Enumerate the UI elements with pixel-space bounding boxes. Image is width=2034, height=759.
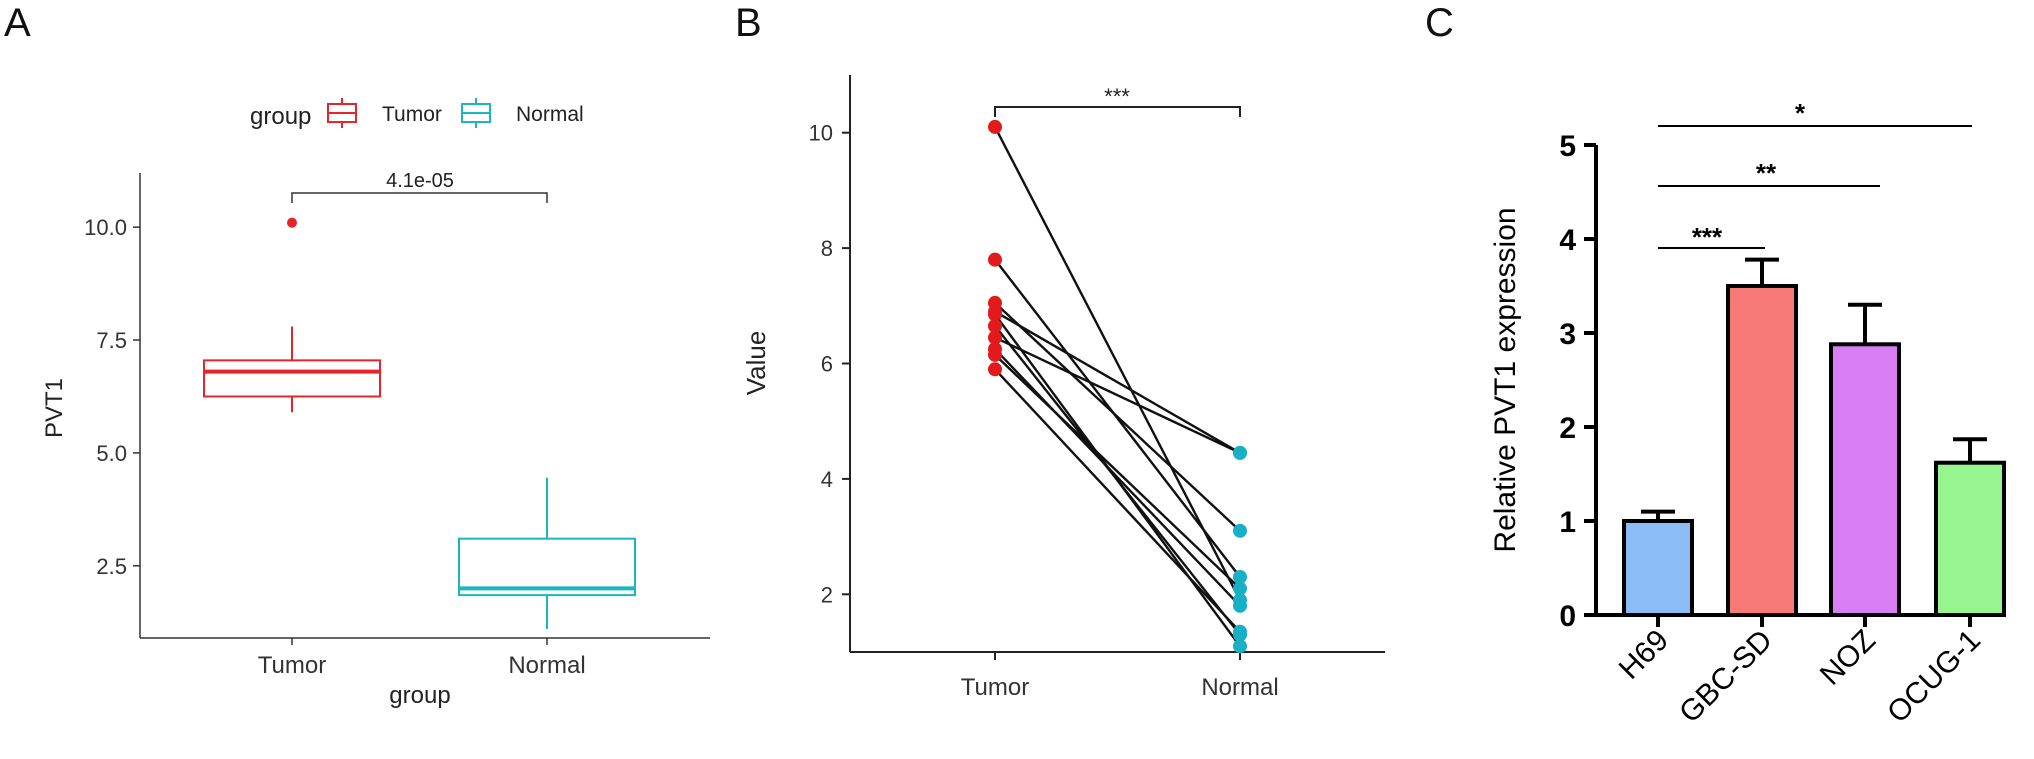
panel-a-x-tick-label: Tumor bbox=[258, 652, 326, 679]
panel-b-y-tick-label: 2 bbox=[821, 582, 833, 607]
panel-c-x-tick-label: NOZ bbox=[1814, 624, 1882, 692]
panel-a-y-ticks: 2.5 5.0 7.5 10.0 bbox=[84, 215, 140, 579]
panel-b-x-ticks: Tumor Normal bbox=[961, 652, 1279, 701]
legend-label-tumor: Tumor bbox=[382, 103, 442, 126]
tumor-point bbox=[988, 347, 1002, 362]
panel-c-y-tick-label: 0 bbox=[1559, 600, 1576, 633]
panel-b-y-label: Value bbox=[741, 331, 771, 396]
panel-b-y-tick-label: 6 bbox=[821, 352, 833, 377]
tumor-point bbox=[988, 330, 1002, 345]
pair-line bbox=[994, 353, 1241, 590]
panel-c-sig-ocug: * bbox=[1795, 98, 1806, 128]
normal-point bbox=[1233, 445, 1247, 460]
panel-b-y-ticks: 2 4 6 8 10 bbox=[809, 121, 850, 607]
panel-a-significance-bracket bbox=[291, 192, 548, 203]
panel-c-y-label: Relative PVT1 expression bbox=[1489, 207, 1522, 552]
tumor-point bbox=[988, 362, 1002, 377]
panel-b-x-tick-label: Normal bbox=[1201, 674, 1278, 701]
panel-c-x-tick-label: OCUG-1 bbox=[1881, 624, 1987, 730]
normal-point bbox=[1233, 624, 1247, 639]
panel-b-y-tick-label: 10 bbox=[809, 121, 833, 146]
panel-b-significance-bracket bbox=[994, 106, 1241, 117]
panel-a: A group Tumor Normal 2.5 5.0 7.5 10.0 Tumor… bbox=[4, 1, 710, 709]
panel-c-x-tick-label: H69 bbox=[1613, 624, 1675, 686]
panel-c-sig-gbc: *** bbox=[1692, 222, 1723, 252]
pair-line bbox=[994, 325, 1241, 636]
panel-c-y-tick-label: 1 bbox=[1559, 506, 1576, 539]
box-tumor-outlier bbox=[287, 217, 297, 228]
tumor-point bbox=[988, 307, 1002, 322]
bar-ocug-1 bbox=[1934, 460, 2006, 617]
legend-key-normal bbox=[461, 98, 491, 128]
panel-c-bars bbox=[1622, 257, 2006, 617]
panel-c-y-tick-label: 4 bbox=[1559, 224, 1576, 257]
panel-c-x-tick-label: GBC-SD bbox=[1673, 624, 1779, 730]
bar-gbc-sd bbox=[1726, 284, 1798, 617]
panel-c-y-tick-label: 2 bbox=[1559, 412, 1576, 445]
pair-line bbox=[994, 310, 1241, 454]
panel-b-letter: B bbox=[735, 1, 762, 45]
panel-a-x-tick-label: Normal bbox=[508, 652, 585, 679]
panel-b-x-tick-label: Tumor bbox=[961, 674, 1029, 701]
panel-a-y-tick-label: 7.5 bbox=[96, 328, 127, 353]
legend-key-tumor bbox=[327, 98, 357, 128]
pair-line bbox=[994, 368, 1241, 633]
box-tumor bbox=[203, 359, 381, 398]
legend-label-normal: Normal bbox=[516, 103, 584, 126]
panel-c-y-tick-label: 3 bbox=[1559, 318, 1576, 351]
panel-b: B 2 4 6 8 10 Tumor Normal *** Value bbox=[735, 1, 1385, 701]
normal-point bbox=[1233, 598, 1247, 613]
panel-b-significance: *** bbox=[1104, 84, 1130, 109]
panel-c-letter: C bbox=[1425, 1, 1454, 45]
pair-line bbox=[994, 336, 1241, 455]
bar-h69 bbox=[1622, 519, 1694, 617]
tumor-point bbox=[988, 119, 1002, 134]
panel-c-y-tick-label: 5 bbox=[1559, 130, 1576, 163]
tumor-point bbox=[988, 318, 1002, 333]
panel-a-p-value: 4.1e-05 bbox=[386, 170, 454, 192]
normal-point bbox=[1233, 569, 1247, 584]
panel-a-x-label: group bbox=[389, 682, 450, 709]
pair-line bbox=[994, 348, 1241, 607]
panel-a-y-tick-label: 10.0 bbox=[84, 215, 127, 240]
panel-a-legend-title: group bbox=[250, 103, 311, 130]
normal-point bbox=[1233, 523, 1247, 538]
panel-a-y-label: PVT1 bbox=[41, 378, 68, 438]
tumor-point bbox=[988, 252, 1002, 267]
panel-a-legend: group Tumor Normal bbox=[250, 98, 584, 130]
panel-a-boxes bbox=[203, 217, 636, 629]
pair-line bbox=[994, 302, 1241, 532]
panel-a-y-tick-label: 5.0 bbox=[96, 441, 127, 466]
panel-b-pair-lines bbox=[993, 126, 1242, 647]
panel-b-points bbox=[988, 119, 1247, 654]
normal-point bbox=[1233, 639, 1247, 654]
panel-c-sig-noz: ** bbox=[1756, 158, 1777, 188]
normal-point bbox=[1233, 581, 1247, 596]
panel-b-y-tick-label: 8 bbox=[821, 236, 833, 261]
panel-b-y-tick-label: 4 bbox=[821, 467, 833, 492]
box-normal bbox=[458, 537, 636, 597]
bar-noz bbox=[1829, 342, 1901, 617]
pair-line bbox=[993, 126, 1242, 601]
panel-a-y-tick-label: 2.5 bbox=[96, 554, 127, 579]
panel-c-y-ticks: 0 1 2 3 4 5 bbox=[1559, 130, 1596, 633]
panel-a-x-ticks: Tumor Normal bbox=[258, 638, 586, 679]
panel-a-letter: A bbox=[4, 1, 31, 45]
